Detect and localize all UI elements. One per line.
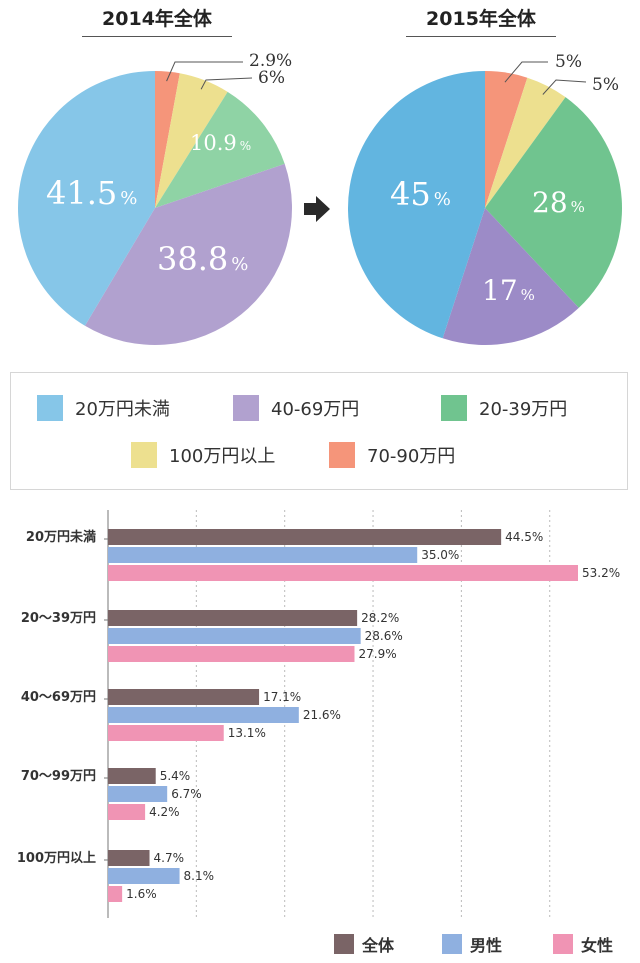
bar [108, 689, 260, 705]
legend-swatch [442, 934, 462, 954]
bar [108, 646, 355, 662]
pie-slice-label: 5% [592, 75, 619, 95]
legend-swatch [329, 442, 355, 468]
pie-slice [17, 70, 155, 326]
pie-2014: 2.9%6%10.9 %38.8 %41.5% [17, 51, 293, 346]
bar-value-label: 4.7% [154, 851, 185, 865]
pie-slice [485, 97, 622, 308]
bar [108, 529, 502, 545]
bar [108, 850, 150, 866]
legend-swatch [233, 395, 259, 421]
bar-value-label: 1.6% [126, 887, 157, 901]
pie-2014-title: 2014年全体 [82, 4, 232, 37]
legend-swatch [131, 442, 157, 468]
category-label: 100万円以上 [17, 851, 96, 866]
pie-slice [485, 71, 528, 208]
pie-slice-label: 2.9% [249, 51, 292, 71]
callout-line [200, 77, 253, 90]
legend-label: 全体 [362, 936, 395, 955]
pie-slice [84, 163, 293, 346]
bar-value-label: 28.6% [365, 629, 403, 643]
callout-line [166, 61, 243, 82]
legend-swatch [441, 395, 467, 421]
legend-label: 男性 [470, 936, 503, 955]
bar [108, 725, 224, 741]
bar-value-label: 28.2% [361, 611, 399, 625]
bar-value-label: 17.1% [263, 690, 301, 704]
legend-item-under-20: 20万円未満 [37, 395, 170, 421]
legend-item-over-100: 100万円以上 [131, 442, 275, 468]
legend-label: 20万円未満 [75, 399, 170, 420]
bar-legend-total: 全体 [334, 932, 394, 956]
category-label: 20万円未満 [26, 529, 96, 545]
legend-swatch [37, 395, 63, 421]
bar [108, 768, 156, 784]
bar-legend-female: 女性 [553, 932, 613, 956]
legend-swatch [553, 934, 573, 954]
bar-value-label: 53.2% [582, 566, 620, 580]
legend-item-70-90: 70-90万円 [329, 442, 455, 468]
bar-value-label: 44.5% [505, 530, 543, 544]
category-label: 40〜69万円 [21, 690, 96, 705]
pie-slice [155, 91, 285, 208]
bar-value-label: 5.4% [160, 769, 191, 783]
pie-2015-title: 2015年全体 [406, 4, 556, 37]
pie-legend: 20万円未満 40-69万円 20-39万円 100万円以上 70-90万円 [10, 372, 628, 490]
legend-label: 女性 [581, 936, 614, 955]
bar-value-label: 21.6% [303, 708, 341, 722]
legend-label: 20-39万円 [479, 399, 568, 420]
arrow-right-icon [304, 196, 330, 222]
bar-value-label: 6.7% [171, 787, 202, 801]
bar [108, 786, 168, 802]
legend-item-20-39: 20-39万円 [441, 395, 567, 421]
bar [108, 547, 418, 563]
bar-legend-male: 男性 [442, 932, 502, 956]
bar [108, 868, 180, 884]
callout-line [542, 79, 587, 95]
pie-slice [155, 71, 180, 208]
bar-value-label: 13.1% [228, 726, 266, 740]
pie-slice-label: 5% [555, 52, 582, 72]
callout-line [504, 61, 548, 83]
bar-chart: 20万円未満 44.5% 35.0% 53.2% 20〜39万円 28.2% 28.6% 27… [17, 510, 620, 918]
pie-slice-label: 6% [258, 68, 285, 88]
legend-label: 100万円以上 [169, 446, 276, 467]
bar [108, 707, 299, 723]
bar [108, 886, 123, 902]
bar [108, 610, 358, 626]
bar [108, 565, 578, 581]
pie-slice [485, 77, 566, 208]
bar-value-label: 35.0% [421, 548, 459, 562]
bar [108, 628, 361, 644]
category-label: 70〜99万円 [21, 769, 96, 784]
pie-2015: 5%5%28 %17 %45% [348, 52, 622, 345]
pie-slice [442, 208, 579, 345]
pie-slice [348, 71, 485, 339]
bar [108, 804, 146, 820]
category-label: 20〜39万円 [21, 611, 96, 626]
legend-swatch [334, 934, 354, 954]
bar-value-label: 8.1% [184, 869, 215, 883]
legend-label: 70-90万円 [367, 446, 456, 467]
bar-value-label: 4.2% [149, 805, 180, 819]
bar-value-label: 27.9% [358, 647, 396, 661]
legend-item-40-69: 40-69万円 [233, 395, 359, 421]
pie-slice [155, 73, 228, 208]
legend-label: 40-69万円 [271, 399, 360, 420]
